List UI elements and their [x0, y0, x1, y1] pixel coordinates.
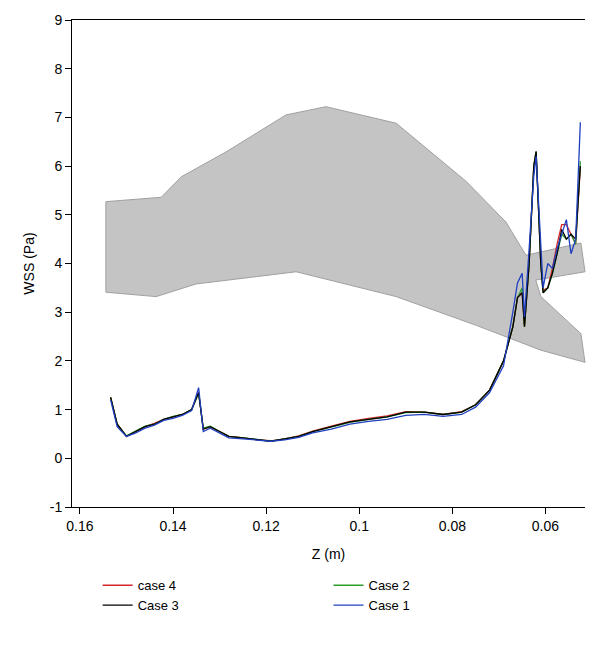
svg-text:3: 3: [54, 304, 62, 320]
svg-text:6: 6: [54, 158, 62, 174]
svg-text:1: 1: [54, 402, 62, 418]
svg-text:-1: -1: [50, 499, 63, 515]
svg-text:0.16: 0.16: [66, 518, 93, 534]
svg-text:0: 0: [54, 450, 62, 466]
svg-text:8: 8: [54, 61, 62, 77]
svg-text:Case 3: Case 3: [138, 598, 179, 613]
svg-text:0.06: 0.06: [532, 518, 559, 534]
svg-text:Z (m): Z (m): [312, 546, 345, 562]
svg-text:9: 9: [54, 12, 62, 28]
svg-text:case 4: case 4: [138, 578, 176, 593]
svg-text:0.08: 0.08: [439, 518, 466, 534]
svg-text:0.1: 0.1: [349, 518, 369, 534]
svg-text:0.12: 0.12: [252, 518, 279, 534]
svg-text:5: 5: [54, 207, 62, 223]
svg-text:2: 2: [54, 353, 62, 369]
svg-text:Case 1: Case 1: [369, 598, 410, 613]
svg-text:7: 7: [54, 109, 62, 125]
svg-text:4: 4: [54, 255, 62, 271]
svg-text:Case 2: Case 2: [369, 578, 410, 593]
svg-text:WSS (Pa): WSS (Pa): [21, 232, 37, 294]
svg-text:0.14: 0.14: [159, 518, 186, 534]
